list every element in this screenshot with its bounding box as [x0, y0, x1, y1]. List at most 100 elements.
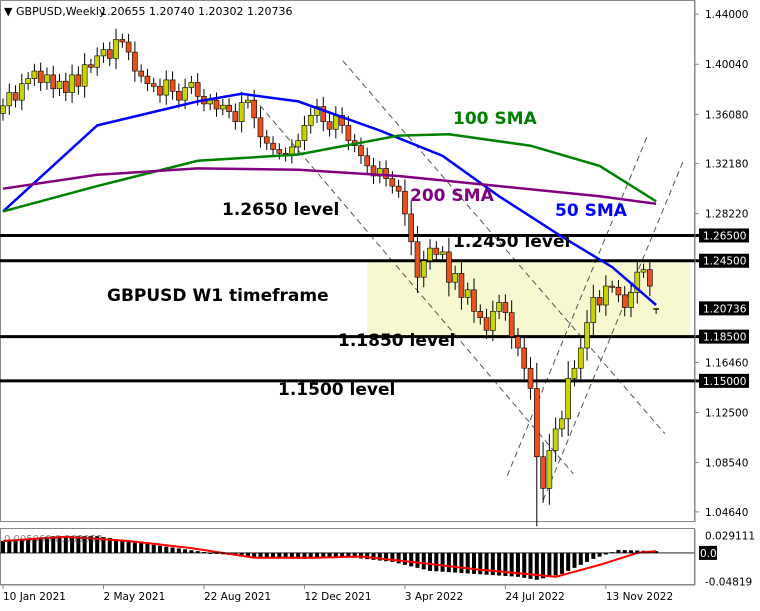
bull-candle [188, 82, 195, 88]
bear-candle [540, 456, 546, 489]
macd-histogram-bar [591, 552, 596, 559]
macd-histogram-bar [57, 536, 62, 553]
macd-signal-line [2, 535, 657, 578]
dashed-trendline[interactable] [342, 60, 666, 435]
macd-histogram-bar [396, 552, 401, 564]
bear-candle [395, 185, 402, 192]
macd-histogram-bar [390, 552, 395, 562]
bear-candle [477, 311, 484, 318]
macd-histogram-bar [101, 537, 106, 553]
macd-histogram-bar [428, 552, 433, 571]
level-1245-label: 1.2450 level [453, 232, 570, 252]
macd-histogram-bar [258, 552, 263, 558]
bear-candle [383, 168, 389, 179]
dashed-trendline[interactable] [506, 135, 648, 476]
macd-histogram-bar [145, 543, 150, 553]
bear-candle [408, 213, 415, 243]
bear-candle [138, 70, 144, 77]
bull-candle [25, 78, 31, 85]
bear-candle [320, 106, 327, 122]
macd-histogram-bar [497, 552, 502, 576]
bear-candle [621, 294, 628, 308]
bear-candle [88, 64, 94, 68]
macd-histogram-bar [120, 540, 125, 553]
macd-histogram-bar [402, 552, 407, 565]
price-tick-label: 1.36080 [705, 109, 748, 121]
bull-candle [295, 140, 301, 148]
bear-candle [263, 136, 270, 144]
bull-candle [220, 104, 226, 110]
macd-histogram-bar [484, 552, 489, 575]
macd-histogram-bar [151, 544, 156, 553]
macd-histogram-bar [289, 552, 294, 559]
bull-candle [163, 79, 170, 96]
bear-candle [176, 90, 182, 101]
bull-candle [6, 92, 13, 107]
macd-histogram-bar [553, 552, 558, 576]
level-1185-label: 1.1850 level [338, 331, 455, 351]
macd-histogram-bar [585, 552, 590, 562]
macd-histogram-bar [321, 552, 326, 559]
macd-histogram-bar [315, 552, 319, 559]
bear-candle [345, 125, 352, 141]
bear-candle [75, 74, 82, 87]
macd-histogram-bar [352, 552, 357, 558]
price-marker-bg [699, 301, 749, 316]
macd-histogram-bar [603, 552, 608, 555]
macd-histogram-bar [635, 550, 640, 553]
bull-candle [577, 347, 584, 369]
bull-candle [464, 289, 471, 298]
dashed-trendline[interactable] [542, 161, 684, 501]
bull-candle [44, 74, 50, 83]
bear-candle [37, 70, 44, 83]
bear-candle [339, 115, 345, 126]
macd-histogram-bar [107, 538, 112, 553]
bear-candle [508, 312, 515, 337]
bear-candle [125, 41, 132, 53]
bear-candle [226, 104, 232, 112]
bear-candle [150, 83, 157, 87]
price-marker-label: 1.15000 [703, 376, 746, 388]
price-marker-bg [699, 228, 749, 243]
macd-histogram-bar [271, 552, 276, 559]
bull-candle [640, 269, 647, 273]
collapse-triangle-icon[interactable]: ▼ [4, 5, 13, 18]
macd-tick-label: 0.00 [700, 548, 723, 560]
macd-histogram-bar [572, 552, 577, 568]
macd-histogram-bar [566, 552, 571, 571]
macd-histogram-bar [622, 550, 627, 553]
price-marker-bg [699, 329, 749, 344]
bull-candle [559, 418, 565, 430]
bull-candle [552, 428, 559, 451]
macd-histogram-bar [114, 539, 119, 553]
price-tick-label: 1.28220 [705, 209, 748, 221]
macd-histogram-bar [245, 552, 250, 558]
bull-candle [100, 49, 107, 57]
macd-histogram-bar [522, 552, 527, 578]
macd-histogram-bar [283, 552, 288, 559]
macd-histogram-bar [76, 536, 81, 553]
macd-histogram-bar [472, 552, 476, 574]
level-1150-label: 1.1500 level [278, 380, 395, 400]
macd-histogram-bar [490, 552, 495, 576]
macd-histogram-bar [63, 536, 68, 553]
bear-candle [276, 149, 283, 154]
timeframe-label: GBPUSD W1 timeframe [107, 286, 329, 306]
macd-histogram-bar [302, 552, 307, 559]
dashed-trendline[interactable] [259, 104, 574, 475]
macd-histogram-bar [176, 548, 181, 553]
macd-histogram-bar [340, 552, 345, 558]
bear-candle [326, 121, 333, 130]
sma200-label: 200 SMA [410, 186, 495, 206]
macd-histogram-bar [421, 552, 426, 570]
bull-candle [113, 39, 119, 59]
macd-histogram-bar [264, 552, 269, 558]
bear-candle [533, 388, 540, 458]
price-tick-label: 1.04640 [705, 507, 748, 519]
macd-histogram-bar [478, 552, 483, 575]
time-tick-label: 10 Jan 2021 [3, 591, 66, 603]
macd-histogram-bar [559, 552, 564, 574]
bear-candle [414, 241, 421, 278]
macd-histogram-bar [459, 552, 464, 573]
